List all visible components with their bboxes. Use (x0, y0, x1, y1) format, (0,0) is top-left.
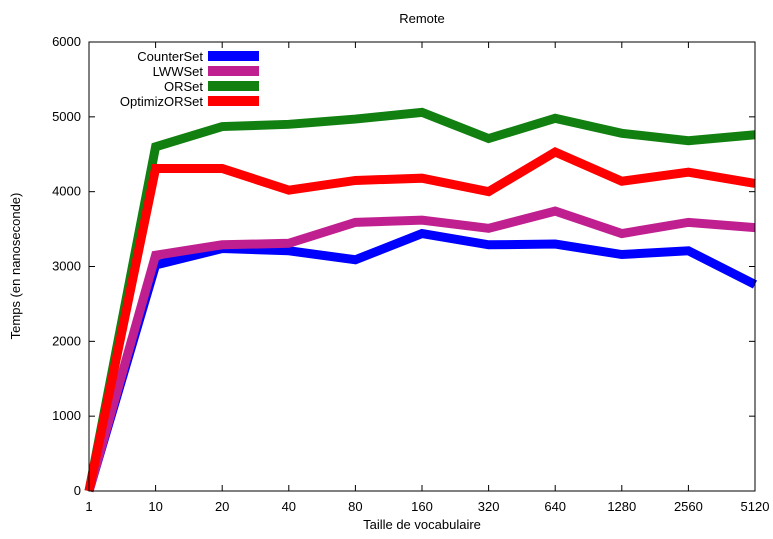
y-tick-label: 0 (74, 483, 81, 498)
legend-swatch-optimizorset (208, 96, 259, 106)
x-tick-label: 40 (282, 499, 296, 514)
legend-label-counterset: CounterSet (137, 49, 203, 64)
y-tick-label: 5000 (52, 109, 81, 124)
series-line-optimizorset (84, 146, 756, 492)
chart-title: Remote (399, 11, 445, 26)
x-tick-label: 20 (215, 499, 229, 514)
legend-label-optimizorset: OptimizORSet (120, 94, 203, 109)
legend-label-orset: ORSet (164, 79, 203, 94)
x-tick-label: 320 (478, 499, 500, 514)
x-axis-title: Taille de vocabulaire (363, 517, 481, 532)
x-tick-label: 640 (544, 499, 566, 514)
x-tick-label: 10 (148, 499, 162, 514)
x-tick-label: 1280 (607, 499, 636, 514)
x-tick-label: 160 (411, 499, 433, 514)
series-line-lwwset (84, 206, 756, 493)
y-axis-title: Temps (en nanoseconde) (8, 193, 23, 340)
y-tick-label: 1000 (52, 408, 81, 423)
x-tick-label: 2560 (674, 499, 703, 514)
legend-swatch-lwwset (208, 66, 259, 76)
y-tick-label: 3000 (52, 259, 81, 274)
legend-swatch-counterset (208, 51, 259, 61)
y-tick-label: 2000 (52, 333, 81, 348)
series-layer (84, 107, 758, 493)
series-line-orset (84, 107, 756, 492)
y-tick-label: 6000 (52, 34, 81, 49)
x-tick-label: 5120 (741, 499, 770, 514)
series-line-counterset (84, 228, 758, 493)
x-tick-label: 80 (348, 499, 362, 514)
axes-layer: 0 1000 2000 3000 4000 5000 6000 1 10 20 40 80 160 320… (52, 34, 769, 514)
y-tick-label: 4000 (52, 184, 81, 199)
legend-swatch-orset (208, 81, 259, 91)
x-tick-label: 1 (85, 499, 92, 514)
legend-label-lwwset: LWWSet (153, 64, 204, 79)
